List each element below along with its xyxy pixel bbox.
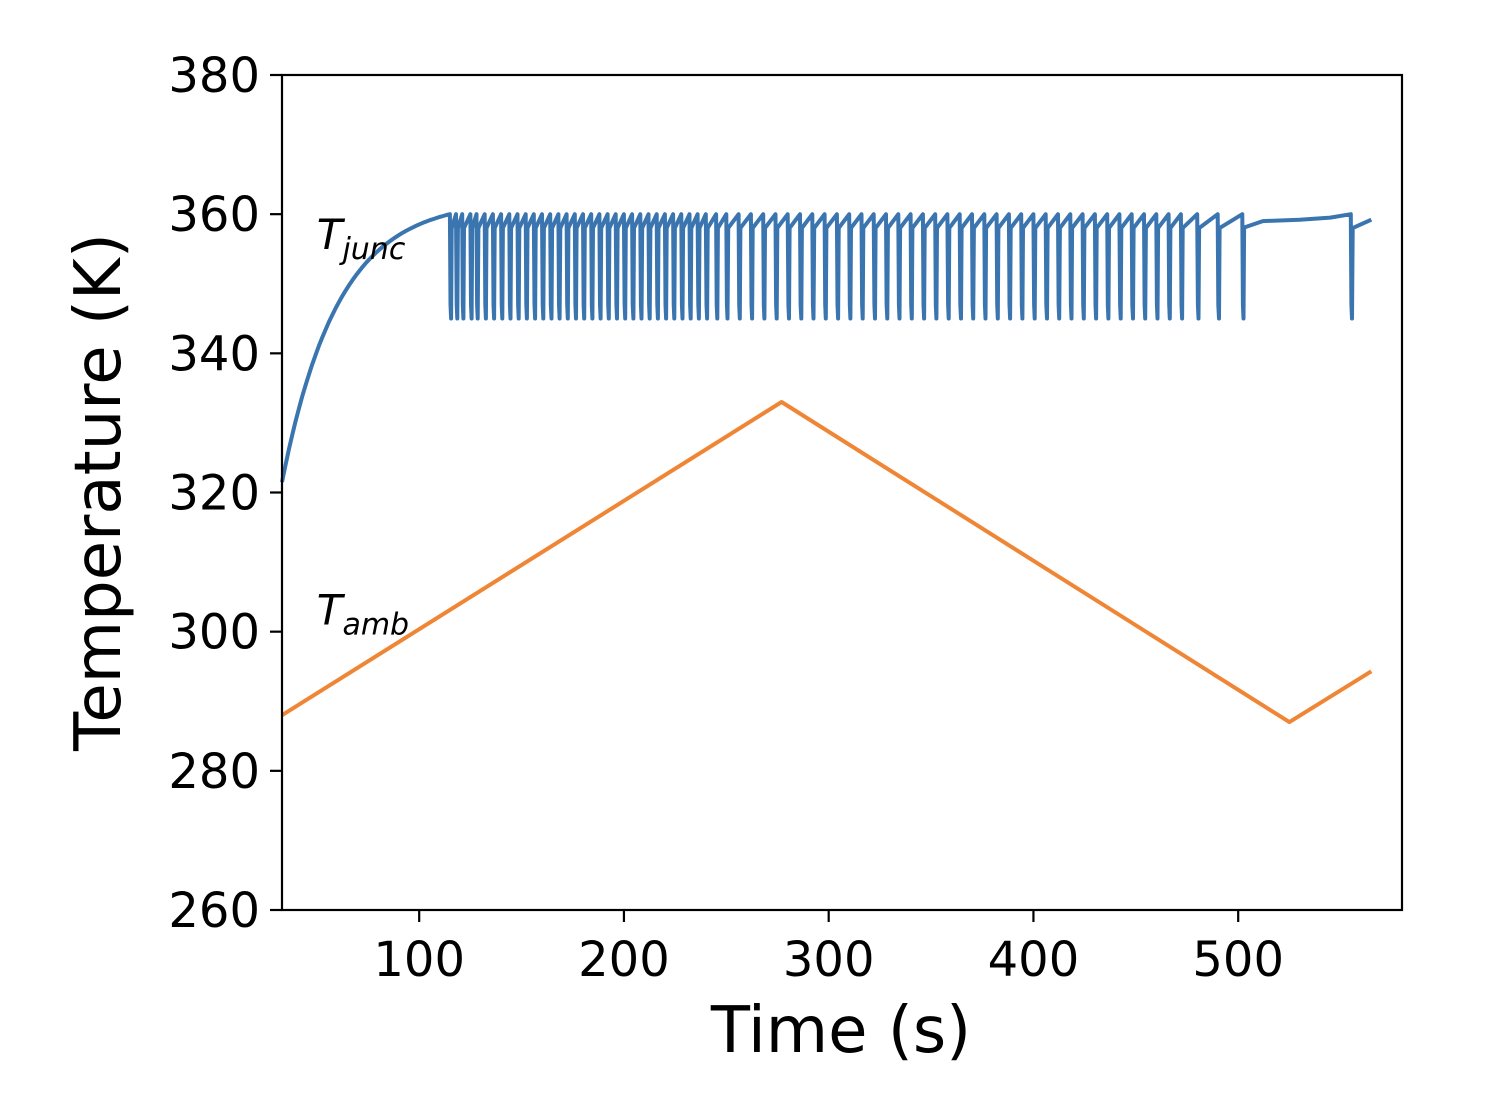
y-tick-label: 300	[168, 605, 260, 661]
series-line-junc	[280, 212, 1373, 483]
x-axis: 100 200 300 400 500	[373, 910, 1284, 988]
y-tick-label: 260	[168, 883, 260, 939]
series-label-junc: Tjunc	[317, 210, 406, 267]
y-axis: 260 280 300 320 340 360 380	[168, 48, 282, 939]
x-tick-label: 300	[783, 932, 875, 988]
plot-border	[280, 73, 1404, 912]
plot-lines	[280, 212, 1373, 725]
x-tick-label: 200	[578, 932, 670, 988]
y-tick-label: 340	[168, 326, 260, 382]
series-label-amb: Tamb	[317, 586, 409, 643]
x-axis-title: Time (s)	[710, 994, 971, 1068]
plot-frame	[280, 73, 1404, 912]
y-tick-label: 320	[168, 466, 260, 522]
y-tick-label: 380	[168, 48, 260, 104]
y-tick-label: 360	[168, 187, 260, 243]
y-axis-title: Temperature (K)	[62, 233, 136, 752]
series-labels: Tjunc Tamb	[317, 210, 409, 643]
series-line-amb	[280, 400, 1373, 725]
y-tick-label: 280	[168, 744, 260, 800]
x-tick-label: 500	[1192, 932, 1284, 988]
x-tick-label: 100	[373, 932, 465, 988]
x-tick-label: 400	[988, 932, 1080, 988]
